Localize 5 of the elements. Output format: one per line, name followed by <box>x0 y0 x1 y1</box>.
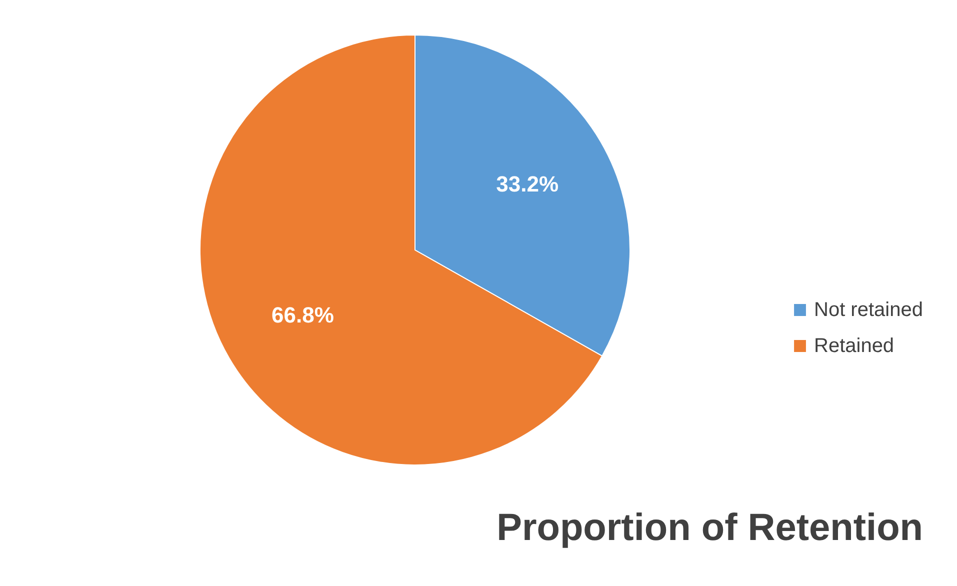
data-label: 33.2% <box>496 172 559 197</box>
legend-label: Retained <box>814 335 894 357</box>
legend-label: Not retained <box>814 299 923 321</box>
data-label: 66.8% <box>271 302 334 328</box>
text: Proportion of Retention <box>496 507 923 549</box>
